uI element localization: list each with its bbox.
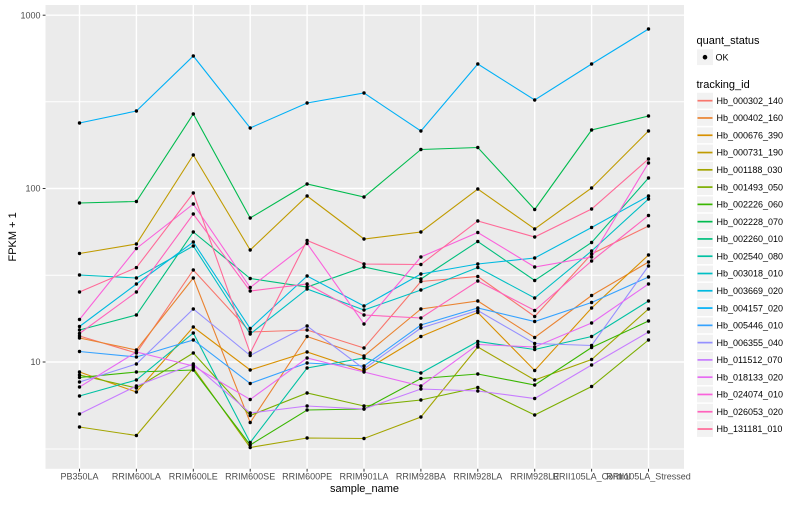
svg-text:Hb_000676_390: Hb_000676_390 <box>717 130 784 140</box>
svg-text:FPKM + 1: FPKM + 1 <box>7 212 19 261</box>
svg-text:quant_status: quant_status <box>697 35 760 47</box>
svg-text:RRIM600SE: RRIM600SE <box>225 472 275 482</box>
svg-text:RRIM901LA: RRIM901LA <box>339 472 388 482</box>
svg-text:Hb_002226_060: Hb_002226_060 <box>717 200 784 210</box>
svg-text:Hb_011512_070: Hb_011512_070 <box>717 355 783 365</box>
svg-text:RRII105LA_Stressed: RRII105LA_Stressed <box>606 472 691 482</box>
svg-text:Hb_005446_010: Hb_005446_010 <box>717 321 784 331</box>
svg-text:10: 10 <box>30 357 40 367</box>
svg-text:Hb_002260_010: Hb_002260_010 <box>717 234 784 244</box>
svg-text:Hb_024074_010: Hb_024074_010 <box>717 390 784 400</box>
svg-text:Hb_000402_160: Hb_000402_160 <box>717 113 784 123</box>
svg-text:Hb_001493_050: Hb_001493_050 <box>717 182 784 192</box>
svg-text:Hb_026053_020: Hb_026053_020 <box>717 407 784 417</box>
svg-text:PB350LA: PB350LA <box>60 472 98 482</box>
svg-text:sample_name: sample_name <box>330 483 399 495</box>
svg-text:RRIM928BA: RRIM928BA <box>396 472 446 482</box>
svg-text:RRIM928LA: RRIM928LA <box>453 472 502 482</box>
svg-text:RRIM600PE: RRIM600PE <box>282 472 332 482</box>
svg-text:1000: 1000 <box>20 10 40 20</box>
svg-text:Hb_018133_020: Hb_018133_020 <box>717 372 784 382</box>
svg-text:Hb_131181_010: Hb_131181_010 <box>717 424 783 434</box>
svg-text:Hb_006355_040: Hb_006355_040 <box>717 338 784 348</box>
svg-text:Hb_003669_020: Hb_003669_020 <box>717 286 784 296</box>
svg-text:OK: OK <box>716 52 729 62</box>
svg-text:Hb_003018_010: Hb_003018_010 <box>717 269 784 279</box>
svg-text:Hb_000302_140: Hb_000302_140 <box>717 96 784 106</box>
svg-text:100: 100 <box>25 184 40 194</box>
svg-text:RRIM600LE: RRIM600LE <box>169 472 218 482</box>
svg-text:Hb_002540_080: Hb_002540_080 <box>717 251 784 261</box>
svg-text:Hb_000731_190: Hb_000731_190 <box>717 148 784 158</box>
svg-text:tracking_id: tracking_id <box>697 79 750 91</box>
svg-text:RRII105LA_Control: RRII105LA_Control <box>553 472 631 482</box>
svg-text:RRIM928LE: RRIM928LE <box>510 472 559 482</box>
svg-text:RRIM600LA: RRIM600LA <box>112 472 161 482</box>
svg-text:Hb_001188_030: Hb_001188_030 <box>717 165 783 175</box>
svg-text:Hb_004157_020: Hb_004157_020 <box>717 303 784 313</box>
svg-text:Hb_002228_070: Hb_002228_070 <box>717 217 784 227</box>
